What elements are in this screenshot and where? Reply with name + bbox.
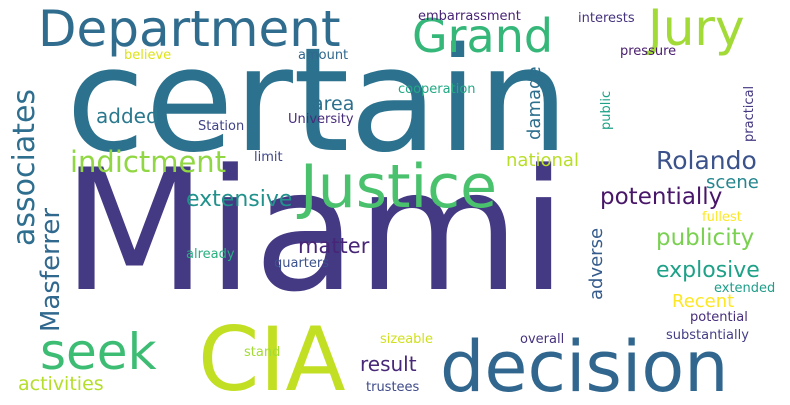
word-station: Station: [198, 119, 245, 134]
word-certain: certain: [66, 16, 569, 184]
word-indictment: indictment: [70, 145, 227, 179]
word-area: area: [312, 93, 355, 115]
word-activities: activities: [18, 373, 104, 395]
word-result: result: [360, 352, 417, 376]
word-extended: extended: [714, 281, 776, 296]
word-substantially: substantially: [666, 328, 749, 343]
word-adverse: adverse: [586, 227, 607, 300]
word-department: Department: [38, 0, 341, 58]
word-rolando: Rolando: [656, 146, 757, 175]
word-interests: interests: [578, 11, 635, 26]
word-already: already: [186, 247, 235, 262]
word-quarters: quarters: [274, 256, 330, 271]
word-trustees: trustees: [366, 380, 420, 395]
word-decision: decision: [440, 326, 729, 405]
word-overall: overall: [520, 332, 565, 347]
word-embarrassment: embarrassment: [418, 9, 521, 24]
word-explosive: explosive: [656, 258, 760, 283]
word-believe: believe: [124, 48, 172, 63]
word-fullest: fullest: [702, 210, 742, 225]
word-added: added: [96, 104, 159, 128]
word-cooperation: cooperation: [398, 82, 476, 97]
word-seek: seek: [40, 323, 157, 381]
word-public: public: [599, 90, 614, 130]
word-extensive: extensive: [186, 187, 293, 212]
word-amount: amount: [298, 48, 349, 63]
word-miami: Miami: [62, 133, 567, 329]
word-stand: stand: [244, 345, 281, 360]
word-university: University: [288, 112, 354, 127]
word-potential: potential: [690, 310, 748, 325]
word-pressure: pressure: [620, 44, 677, 59]
word-recent: Recent: [672, 291, 735, 312]
word-publicity: publicity: [656, 225, 755, 251]
word-national: national: [506, 150, 579, 171]
word-justice: Justice: [300, 152, 498, 222]
word-matter: matter: [298, 234, 370, 258]
word-potentially: potentially: [600, 184, 723, 210]
word-limit: limit: [254, 150, 283, 165]
word-grand: Grand: [412, 9, 554, 63]
word-scene: scene: [706, 172, 759, 193]
word-jury: Jury: [648, 0, 745, 57]
word-practical: practical: [742, 85, 757, 142]
word-sizeable: sizeable: [380, 332, 434, 347]
word-damage: damage: [524, 66, 545, 140]
word-masferrer: Masferrer: [36, 207, 66, 332]
word-cia: CIA: [198, 308, 346, 405]
